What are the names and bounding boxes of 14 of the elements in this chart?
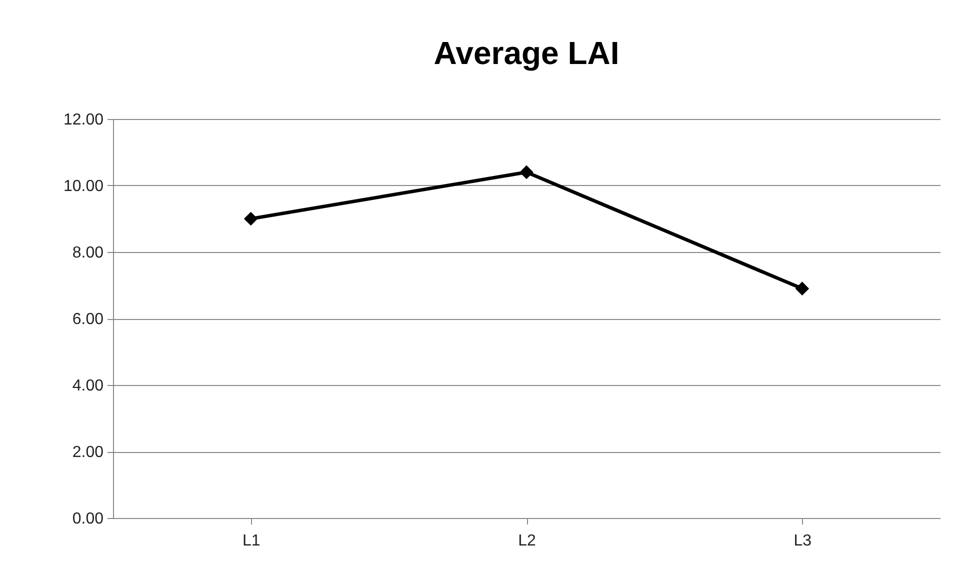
- y-tick-label: 4.00: [72, 378, 104, 394]
- point: [795, 282, 810, 296]
- y-tick-label: 6.00: [72, 311, 104, 328]
- x-tick-label: L2: [518, 532, 536, 550]
- chart-title: Average LAI: [434, 35, 620, 71]
- x-tick-label: L3: [794, 532, 812, 550]
- x-tick-label: L1: [242, 532, 260, 550]
- y-tick-label: 8.00: [72, 244, 104, 262]
- y-tick-label: 12.00: [63, 112, 104, 128]
- y-tick-label: 0.00: [72, 510, 104, 528]
- point: [520, 165, 534, 180]
- y-tick-label: 2.00: [72, 444, 104, 461]
- y-tick-label: 10.00: [63, 178, 104, 195]
- point: [244, 212, 258, 226]
